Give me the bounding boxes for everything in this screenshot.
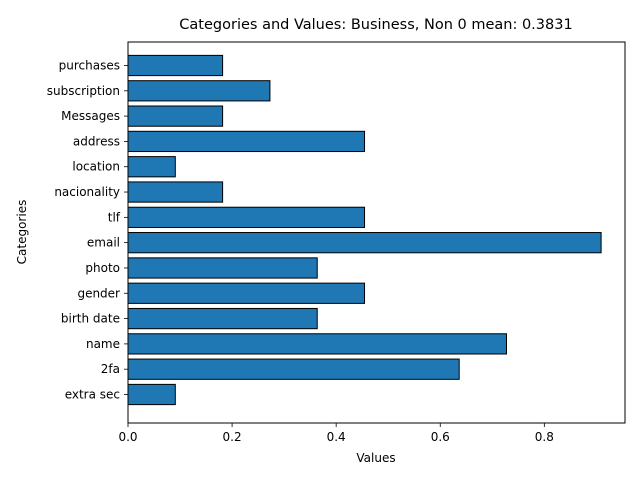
y-tick-label: nacionality [54, 185, 120, 199]
bar-email [127, 232, 602, 254]
bar-location [127, 156, 176, 178]
y-tick-label: subscription [47, 84, 120, 98]
bar-name [127, 333, 508, 355]
chart-title: Categories and Values: Business, Non 0 m… [179, 17, 572, 33]
x-tick-label: 0.8 [535, 430, 554, 444]
bars-group [127, 54, 602, 406]
bar-gender [127, 282, 366, 304]
bar-extra-sec [127, 383, 176, 406]
y-ticks-group: extra sec 2fa name birth date gender photo ema… [47, 59, 128, 402]
y-tick-label: tlf [108, 210, 121, 224]
y-tick-label: gender [77, 286, 120, 300]
y-tick-label: 2fa [101, 362, 120, 376]
bar-2fa [127, 358, 460, 380]
x-tick-label: 0.4 [327, 430, 346, 444]
x-tick-label: 0.0 [118, 430, 137, 444]
bar-messages [127, 105, 224, 127]
x-tick-label: 0.2 [223, 430, 242, 444]
y-tick-label: Messages [61, 109, 120, 123]
bar-purchases [127, 54, 224, 77]
y-tick-label: address [73, 134, 120, 148]
y-tick-label: extra sec [65, 388, 120, 402]
y-axis-label: Categories [15, 200, 29, 265]
x-tick-label: 0.6 [431, 430, 450, 444]
bar-birth-date [127, 307, 318, 330]
bar-tlf [127, 206, 366, 228]
x-ticks-group: 0.0 0.2 0.4 0.6 0.8 [118, 423, 554, 444]
plot-frame [127, 41, 626, 424]
y-tick-label: photo [85, 261, 120, 275]
bar-address [127, 130, 366, 153]
bar-subscription [127, 80, 271, 102]
y-tick-label: birth date [61, 312, 120, 326]
y-tick-label: name [86, 337, 120, 351]
bar-nacionality [127, 181, 224, 203]
bar-photo [127, 257, 318, 279]
x-axis-label: Values [356, 451, 395, 465]
y-tick-label: purchases [59, 59, 120, 73]
y-tick-label: email [87, 236, 120, 250]
y-tick-label: location [72, 160, 120, 174]
